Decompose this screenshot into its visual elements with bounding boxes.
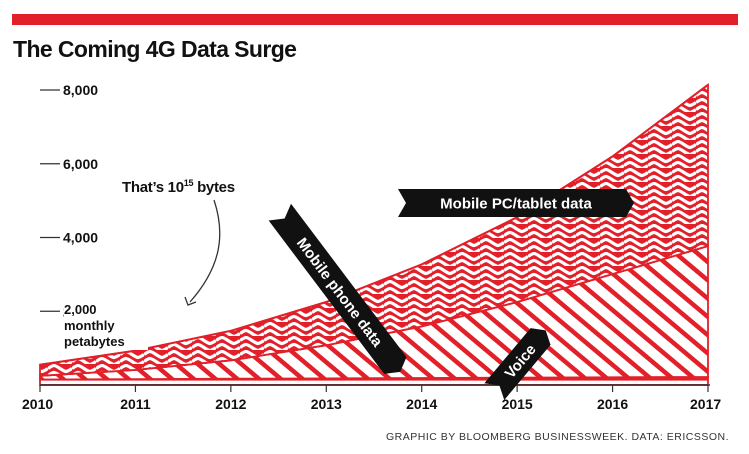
x-tick-label-2010: 2010 [22, 396, 53, 412]
annotation-unit-line2: petabytes [64, 334, 125, 349]
x-tick-label-2015: 2015 [502, 396, 533, 412]
x-tick-label-2014: 2014 [406, 396, 437, 412]
annotation-bytes-text: That’s 10 [122, 179, 184, 196]
annotation-unit-line1: 2,000 monthly [64, 302, 115, 333]
y-tick-label-4,000: 4,000 [63, 230, 98, 246]
source-credit: GRAPHIC BY BLOOMBERG BUSINESSWEEK. DATA:… [386, 431, 729, 443]
top-accent-bar [12, 14, 738, 25]
label-mobile-pc-tablet-data: Mobile PC/tablet data [398, 189, 634, 217]
annotation-arrow [189, 199, 221, 303]
label-mobile-pc-tablet-data-bg [398, 189, 634, 217]
y-tick-label-6,000: 6,000 [63, 156, 98, 172]
annotation-bytes-suffix: bytes [193, 179, 235, 196]
annotation-bytes: That’s 1015 bytes [122, 178, 235, 196]
annotation-unit: 2,000 monthly petabytes [64, 302, 148, 350]
x-tick-label-2016: 2016 [597, 396, 628, 412]
annotation-bytes-exponent: 15 [183, 178, 194, 188]
x-tick-label-2012: 2012 [215, 396, 246, 412]
y-tick-label-8,000: 8,000 [63, 82, 98, 98]
x-tick-label-2011: 2011 [120, 396, 151, 412]
x-tick-label-2013: 2013 [311, 396, 342, 412]
annotation-arrowhead [184, 296, 197, 306]
axes-group: 201020112012201320142015201620172,0004,0… [22, 82, 721, 412]
label-mobile-pc-tablet-data-text: Mobile PC/tablet data [440, 195, 592, 212]
x-tick-label-2017: 2017 [690, 396, 721, 412]
label-mobile-phone-data-bg [268, 203, 407, 374]
label-voice-bg [484, 328, 551, 400]
chart-title: The Coming 4G Data Surge [13, 36, 297, 62]
boundary-mobile-pc-tablet-data [39, 84, 709, 366]
